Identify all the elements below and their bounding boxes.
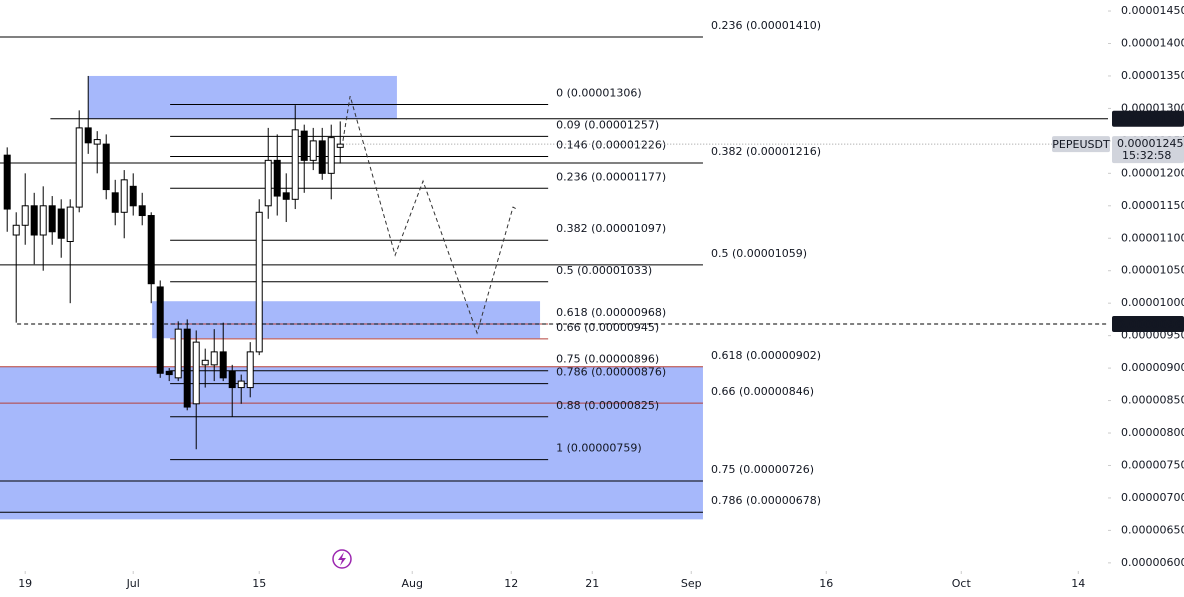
candle-body [336,143,344,148]
candle-body [309,140,317,161]
candle-body [48,205,56,233]
y-tick-label: 0.00001050 [1121,264,1184,277]
zone [152,301,541,339]
fib-label: 0.66 (0.00000945) [556,321,659,334]
fib-label: 0.146 (0.00001226) [556,138,666,151]
candle-body [219,351,227,379]
candle-body [291,129,299,200]
fib-label: 0.75 (0.00000896) [556,353,659,366]
y-tick-label: 0.00001400 [1121,36,1184,49]
candle-body [327,137,335,174]
fib-label: 1 (0.00000759) [556,442,642,455]
candle-body [165,370,173,376]
fib-label: 0.75 (0.00000726) [711,463,814,476]
y-tick-label: 0.00001200 [1121,166,1184,179]
x-tick-label: Oct [952,577,972,590]
fib-label: 0.5 (0.00001033) [556,264,652,277]
symbol-tag [1052,136,1110,153]
fib-label: 0.382 (0.00001097) [556,222,666,235]
last-price-box [1112,136,1184,164]
fib-label: 0.382 (0.00001216) [711,145,821,158]
event-icon[interactable] [332,549,352,569]
zone [0,366,703,520]
candle-body [273,159,281,197]
price-marker [1112,315,1184,332]
candle-body [84,127,92,144]
x-tick-label: Sep [681,577,702,590]
candle-body [75,127,83,208]
x-tick-label: 12 [504,577,518,590]
candle-body [264,159,272,207]
fib-label: 0.618 (0.00000902) [711,349,821,362]
symbol-label: PEPEUSDT [1052,138,1110,151]
y-tick-label: 0.00000650 [1121,523,1184,536]
candle-body [138,205,146,217]
candle-body [156,286,164,374]
projection-path [342,95,518,335]
candle-body [255,211,263,353]
y-tick-label: 0.00000800 [1121,426,1184,439]
y-tick-label: 0.00001450 [1121,4,1184,17]
candle-body [174,328,182,379]
candle-body [3,154,11,210]
fib-label: 0 (0.00001306) [556,87,642,100]
zone [88,75,397,119]
fib-label: 0.236 (0.00001410) [711,19,821,32]
fib-label: 0.236 (0.00001177) [556,170,666,183]
y-tick-label: 0.00000850 [1121,394,1184,407]
price-marker [1112,110,1184,127]
fib-label: 0.88 (0.00000825) [556,399,659,412]
x-tick-label: 14 [1071,577,1085,590]
candle-body [129,185,137,207]
candle-body [246,351,254,389]
x-tick-label: 19 [18,577,32,590]
fib-label: 0.786 (0.00000678) [711,494,821,507]
candle-body [21,205,29,226]
candle-body [183,328,191,408]
x-tick-label: Jul [126,577,140,590]
fib-label: 0.5 (0.00001059) [711,247,807,260]
y-tick-label: 0.00001100 [1121,231,1184,244]
candle-body [93,139,101,145]
candle-body [192,341,200,405]
candle-body [210,351,218,366]
candle-body [237,380,245,389]
x-tick-label: 21 [585,577,599,590]
candle-body [66,206,74,243]
x-tick-label: 15 [252,577,266,590]
y-tick-label: 0.00001350 [1121,69,1184,82]
candle-body [120,179,128,213]
candle-body [300,130,308,161]
x-tick-label: Aug [401,577,422,590]
candle-body [147,215,155,285]
x-tick-label: 16 [819,577,833,590]
candle-body [39,205,47,236]
y-tick-label: 0.00000750 [1121,458,1184,471]
candle-body [111,192,119,213]
y-tick-label: 0.00000700 [1121,491,1184,504]
fib-label: 0.786 (0.00000876) [556,366,666,379]
candle-body [201,359,209,366]
y-tick-label: 0.00001000 [1121,296,1184,309]
price-marker-label: 0.00000968 [1117,318,1184,331]
candle-body [102,143,110,191]
candle-body [228,370,236,389]
candle-body [12,224,20,236]
candle-body [57,208,65,239]
y-tick-label: 0.00001150 [1121,199,1184,212]
candle-body [318,140,326,174]
fib-label: 0.66 (0.00000846) [711,385,814,398]
price-marker-label: 0.00001284 [1117,113,1184,126]
y-tick-label: 0.00000900 [1121,361,1184,374]
fib-label: 0.618 (0.00000968) [556,306,666,319]
fib-label: 0.09 (0.00001257) [556,118,659,131]
countdown-label: 15:32:58 [1122,149,1171,162]
last-price-label: 0.00001245 [1117,137,1183,150]
candle-body [282,192,290,200]
candle-body [30,205,38,236]
y-tick-label: 0.00000600 [1121,556,1184,569]
